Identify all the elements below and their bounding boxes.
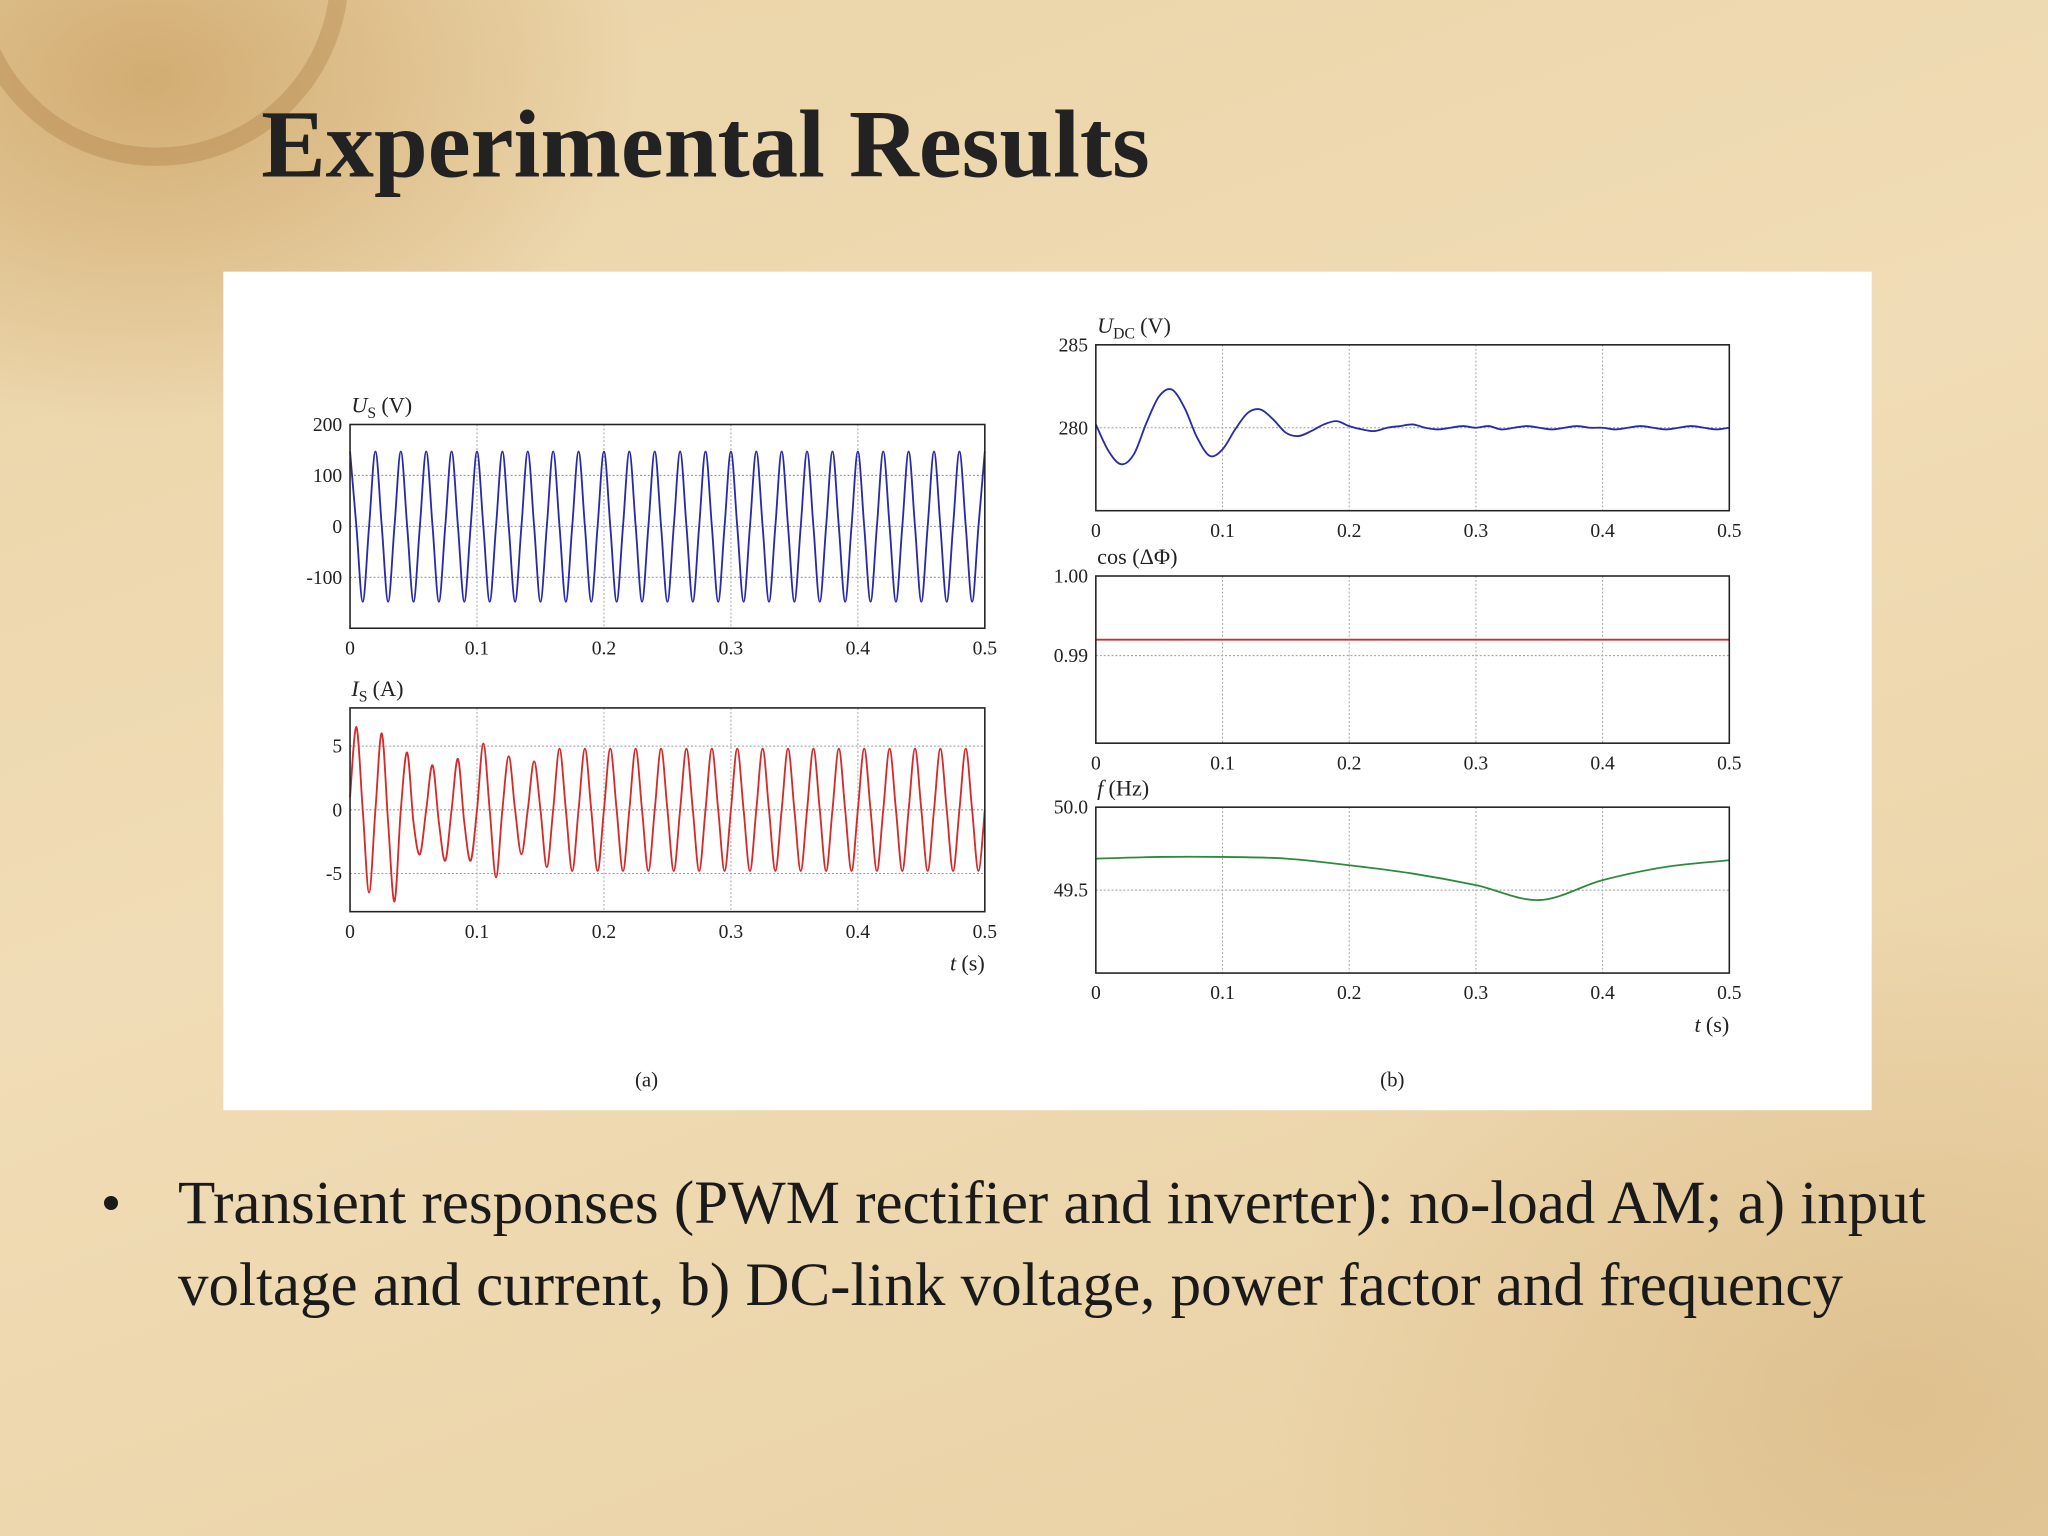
x-tick-label: 0.2 — [1337, 983, 1361, 1004]
axis-label: cos (ΔΦ) — [1097, 544, 1177, 569]
plot-frame — [1095, 575, 1731, 744]
x-tick-label: 0.4 — [1590, 753, 1615, 774]
caption: (a) — [635, 1068, 658, 1092]
data-line — [1095, 388, 1730, 466]
caption: (b) — [1380, 1068, 1404, 1092]
y-tick-label: -100 — [306, 568, 342, 589]
x-tick-label: 0.1 — [465, 638, 489, 659]
y-tick-label: 5 — [332, 737, 342, 758]
x-tick-label: 0.2 — [592, 638, 616, 659]
compass-decoration — [0, 0, 347, 166]
axis-unit: (A) — [373, 676, 404, 701]
axis-label: t (s) — [950, 950, 985, 975]
x-tick-label: 0.2 — [1337, 753, 1361, 774]
x-tick-label: 0.3 — [1464, 983, 1489, 1004]
axis-subscript: S — [367, 405, 376, 422]
x-tick-label: 0.1 — [1210, 983, 1234, 1004]
data-line — [1095, 855, 1730, 901]
x-tick-label: 0.2 — [592, 922, 616, 943]
axis-symbol: U — [351, 393, 369, 418]
y-tick-label: -5 — [326, 864, 343, 885]
bullet-text: Transient responses (PWM rectifier and i… — [178, 1170, 1926, 1319]
y-tick-label: 0 — [332, 517, 342, 538]
y-tick-label: 50.0 — [1054, 798, 1088, 819]
x-tick-label: 0.1 — [465, 922, 489, 943]
x-tick-label: 0 — [1091, 521, 1101, 542]
y-tick-label: 285 — [1059, 335, 1089, 356]
x-tick-label: 0.2 — [1337, 521, 1361, 542]
axis-label: f (Hz) — [1097, 775, 1149, 800]
x-tick-label: 0.3 — [1464, 521, 1489, 542]
axis-unit: (Hz) — [1109, 775, 1150, 800]
axis-unit: cos (ΔΦ) — [1097, 544, 1177, 569]
x-tick-label: 0.3 — [719, 638, 744, 659]
x-tick-label: 0.5 — [1717, 753, 1742, 774]
plot-frame — [1095, 344, 1731, 512]
axis-symbol: f — [1097, 775, 1106, 800]
bullet-item: Transient responses (PWM rectifier and i… — [104, 1163, 1968, 1327]
x-tick-label: 0.5 — [973, 638, 998, 659]
y-tick-label: 100 — [313, 466, 343, 487]
x-tick-label: 0.5 — [1717, 983, 1742, 1004]
x-tick-label: 0 — [1091, 753, 1101, 774]
y-tick-label: 1.00 — [1054, 567, 1088, 588]
x-tick-label: 0.3 — [1464, 753, 1489, 774]
axis-symbol: I — [350, 676, 360, 701]
axis-symbol: U — [1097, 313, 1115, 338]
x-tick-label: 0.5 — [1717, 521, 1742, 542]
x-tick-label: 0.5 — [973, 922, 998, 943]
plot-frame — [1095, 806, 1731, 974]
y-tick-label: 0.99 — [1054, 646, 1088, 667]
data-line — [349, 450, 986, 603]
x-tick-label: 0.4 — [846, 638, 871, 659]
axis-subscript: S — [359, 688, 368, 705]
axis-unit: (V) — [381, 393, 412, 418]
axis-symbol: t — [1694, 1012, 1701, 1037]
x-tick-label: 0.1 — [1210, 753, 1234, 774]
plot-frame — [349, 423, 986, 630]
axis-label: IS (A) — [350, 676, 403, 705]
bullet-dot — [104, 1196, 118, 1210]
bullet-list: Transient responses (PWM rectifier and i… — [104, 1163, 1968, 1327]
axis-unit: (V) — [1140, 313, 1171, 338]
x-tick-label: 0 — [1091, 983, 1101, 1004]
y-tick-label: 280 — [1059, 418, 1089, 439]
x-tick-label: 0 — [345, 922, 355, 943]
slide-title: Experimental Results — [261, 90, 1150, 197]
y-tick-label: 0 — [332, 800, 342, 821]
data-line — [349, 726, 986, 903]
axis-subscript: DC — [1113, 325, 1135, 342]
x-tick-label: 0.4 — [1590, 983, 1615, 1004]
figure-panel — [223, 271, 1872, 1111]
x-tick-label: 0.4 — [1590, 521, 1615, 542]
axis-label: t (s) — [1694, 1012, 1729, 1037]
axis-label: US (V) — [351, 393, 412, 422]
x-tick-label: 0.3 — [719, 922, 744, 943]
y-tick-label: 200 — [313, 415, 343, 436]
x-tick-label: 0.4 — [846, 922, 871, 943]
axis-unit: (s) — [961, 950, 984, 975]
x-tick-label: 0.1 — [1210, 521, 1234, 542]
axis-label: UDC (V) — [1097, 313, 1171, 342]
axis-symbol: t — [950, 950, 957, 975]
x-tick-label: 0 — [345, 638, 355, 659]
plot-frame — [349, 707, 986, 913]
axis-unit: (s) — [1706, 1012, 1729, 1037]
y-tick-label: 49.5 — [1054, 881, 1088, 902]
